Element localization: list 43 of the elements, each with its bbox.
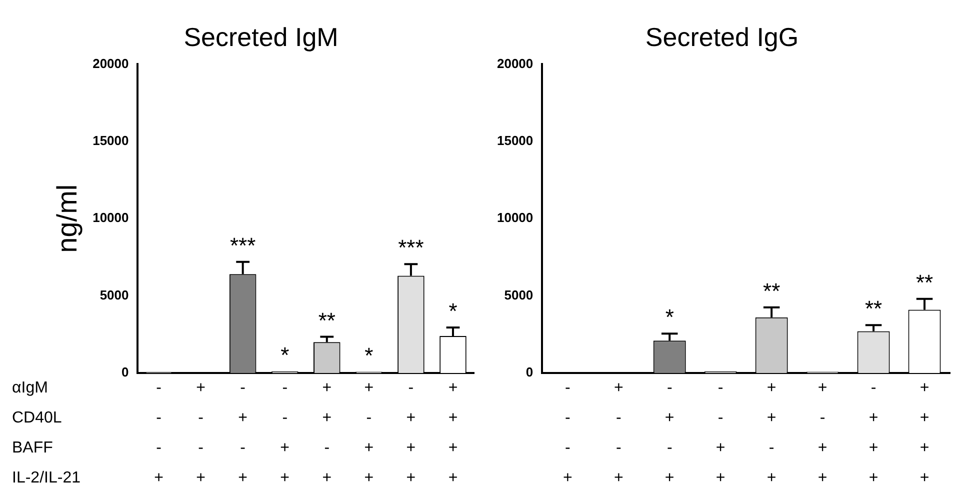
y-tick-label: 10000 (496, 210, 534, 226)
x-tick-label: + - - + (196, 379, 206, 486)
data-label: * (665, 304, 674, 330)
data-label: * (364, 342, 374, 368)
x-tick-label: + - + + (818, 379, 828, 486)
data-label: *** (230, 232, 256, 258)
x-tick-label: + + - + (766, 379, 776, 486)
y-axis-title: ng/ml (52, 184, 83, 253)
data-label: * (448, 298, 458, 324)
x-tick-label: + + - + (322, 379, 332, 486)
data-label: ** (916, 270, 934, 295)
x-tick-label: - + + + (406, 379, 416, 486)
x-tick-label: - - + + (280, 379, 290, 486)
data-label: * (280, 342, 290, 368)
y-tick-label: 15000 (92, 132, 129, 148)
data-label: *** (398, 235, 424, 260)
x-tick-label: - - - + (562, 379, 572, 486)
x-tick-label: + + + + (920, 379, 930, 486)
x-tick-label: + - + + (364, 379, 374, 486)
data-label: ** (763, 278, 781, 304)
y-tick-label: 20000 (92, 56, 129, 71)
x-tick-label: - + - + (664, 379, 674, 486)
x-tick-label: - + - + (238, 379, 248, 486)
chart-title: Secreted IgM (184, 22, 338, 52)
y-tick-label: 20000 (496, 56, 534, 71)
x-tick-label: - - - + (154, 379, 164, 486)
y-tick-label: 10000 (92, 210, 129, 226)
data-label: ** (864, 296, 883, 322)
x-tick-label: + + + + (448, 379, 458, 486)
text: αIgM (12, 379, 48, 396)
x-tick-label: + - - + (614, 379, 624, 486)
x-tick-label: - - + + (716, 379, 726, 486)
chart-title: Secreted IgG (645, 22, 799, 52)
text: CD40L (12, 409, 62, 426)
text: IL-2/IL-21 (12, 469, 81, 486)
text: BAFF (12, 439, 54, 456)
y-tick-label: 5000 (504, 287, 534, 302)
y-tick-label: 5000 (100, 287, 129, 302)
data-label: ** (318, 308, 336, 333)
y-tick-label: 0 (122, 364, 129, 380)
x-tick-label: - + + + (868, 379, 878, 486)
y-tick-label: 0 (526, 364, 534, 380)
y-tick-label: 15000 (496, 132, 534, 148)
